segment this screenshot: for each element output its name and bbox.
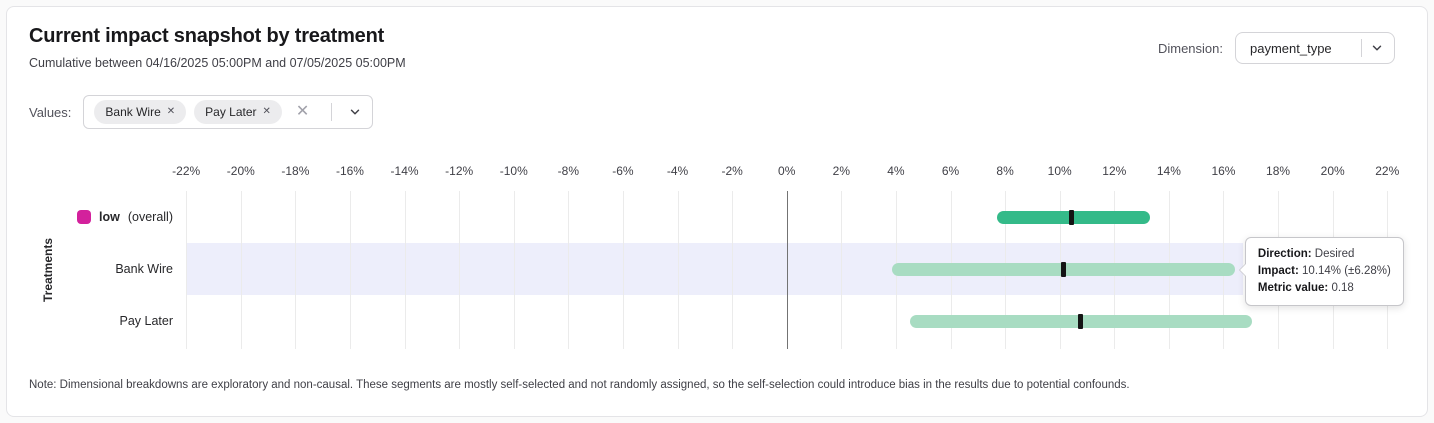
dimension-label: Dimension: xyxy=(1157,40,1223,56)
divider xyxy=(331,103,333,121)
gridline xyxy=(841,191,843,349)
tooltip: Direction: Desired Impact: 10.14% (±6.28… xyxy=(1238,237,1404,306)
clear-all-icon[interactable]: ✕ xyxy=(295,103,310,120)
x-tick-label: 12% xyxy=(1102,164,1127,178)
gridline xyxy=(404,191,406,349)
zero-axis-line xyxy=(786,191,789,349)
date-range-subtitle: Cumulative between 04/16/2025 05:00PM an… xyxy=(29,56,406,70)
value-chip-pay-later[interactable]: Pay Later ✕ xyxy=(194,100,282,124)
x-tick-label: 20% xyxy=(1320,164,1345,178)
tooltip-impact-value: 10.14% (±6.28%) xyxy=(1302,265,1391,277)
gridline xyxy=(622,191,624,349)
x-tick-label: 22% xyxy=(1375,164,1400,178)
row-label-suffix: (overall) xyxy=(127,210,173,224)
gridline xyxy=(186,191,188,349)
row-label-pay-later: Pay Later xyxy=(119,314,173,328)
x-tick-label: -2% xyxy=(721,164,743,178)
gridline xyxy=(349,191,351,349)
disclaimer-note: Note: Dimensional breakdowns are explora… xyxy=(29,379,1130,391)
value-chip-bank-wire[interactable]: Bank Wire ✕ xyxy=(94,100,187,124)
chevron-down-icon[interactable] xyxy=(348,105,362,119)
x-tick-label: -10% xyxy=(499,164,528,178)
chip-label: Bank Wire xyxy=(105,105,161,119)
x-tick-label: 16% xyxy=(1211,164,1236,178)
row-label-low-overall-: low (overall) xyxy=(77,208,173,226)
gridline xyxy=(677,191,679,349)
page-title: Current impact snapshot by treatment xyxy=(29,25,385,47)
gridline xyxy=(240,191,242,349)
remove-chip-icon[interactable]: ✕ xyxy=(262,106,271,117)
dimension-selected-value: payment_type xyxy=(1250,40,1332,56)
x-tick-label: 8% xyxy=(996,164,1014,178)
x-tick-label: -12% xyxy=(445,164,474,178)
gridline xyxy=(459,191,461,349)
values-multiselect[interactable]: Bank Wire ✕ Pay Later ✕ ✕ xyxy=(83,95,374,129)
x-tick-label: 2% xyxy=(832,164,850,178)
x-tick-label: 6% xyxy=(941,164,960,178)
gridline xyxy=(568,191,570,349)
point-estimate-tick xyxy=(1078,313,1084,329)
values-label: Values: xyxy=(29,104,72,120)
x-tick-label: -22% xyxy=(172,164,201,178)
x-tick-label: -8% xyxy=(557,164,580,178)
row-label-bank-wire: Bank Wire xyxy=(115,262,173,276)
gridline xyxy=(732,191,734,349)
tooltip-metric-value: 0.18 xyxy=(1331,282,1354,294)
point-estimate-tick xyxy=(1069,209,1075,225)
x-tick-label: -14% xyxy=(390,164,419,178)
tooltip-direction-label: Direction: xyxy=(1257,248,1312,260)
chip-label: Pay Later xyxy=(205,105,257,119)
x-tick-label: 14% xyxy=(1156,164,1181,178)
tooltip-metric-label: Metric value: xyxy=(1257,282,1329,294)
plot-area: Direction: Desired Impact: 10.14% (±6.28… xyxy=(77,164,1411,349)
point-estimate-tick xyxy=(1061,261,1066,277)
dimension-select[interactable]: payment_type xyxy=(1235,32,1395,64)
divider xyxy=(1361,39,1362,57)
x-tick-label: 18% xyxy=(1266,164,1291,178)
legend-swatch xyxy=(77,210,91,224)
row-label-main: low xyxy=(99,210,120,224)
tooltip-impact-label: Impact: xyxy=(1257,265,1299,277)
values-filter: Values: Bank Wire ✕ Pay Later ✕ ✕ xyxy=(29,95,374,129)
x-tick-label: -4% xyxy=(666,164,689,178)
x-tick-label: 4% xyxy=(887,164,905,178)
x-tick-label: -16% xyxy=(335,164,364,178)
remove-chip-icon[interactable]: ✕ xyxy=(166,106,176,117)
x-tick-label: -20% xyxy=(226,164,255,178)
x-tick-label: -6% xyxy=(612,164,634,178)
gridline xyxy=(513,191,515,349)
tooltip-direction-value: Desired xyxy=(1314,248,1355,260)
chevron-down-icon[interactable] xyxy=(1370,41,1384,55)
gridline xyxy=(295,191,297,349)
dimension-control: Dimension: payment_type xyxy=(1158,32,1395,64)
y-axis-title: Treatments xyxy=(41,237,55,303)
x-tick-label: 10% xyxy=(1047,164,1072,178)
impact-snapshot-card: Current impact snapshot by treatment Cum… xyxy=(6,6,1428,417)
x-tick-label: -18% xyxy=(281,164,310,178)
x-tick-label: 0% xyxy=(778,164,796,178)
